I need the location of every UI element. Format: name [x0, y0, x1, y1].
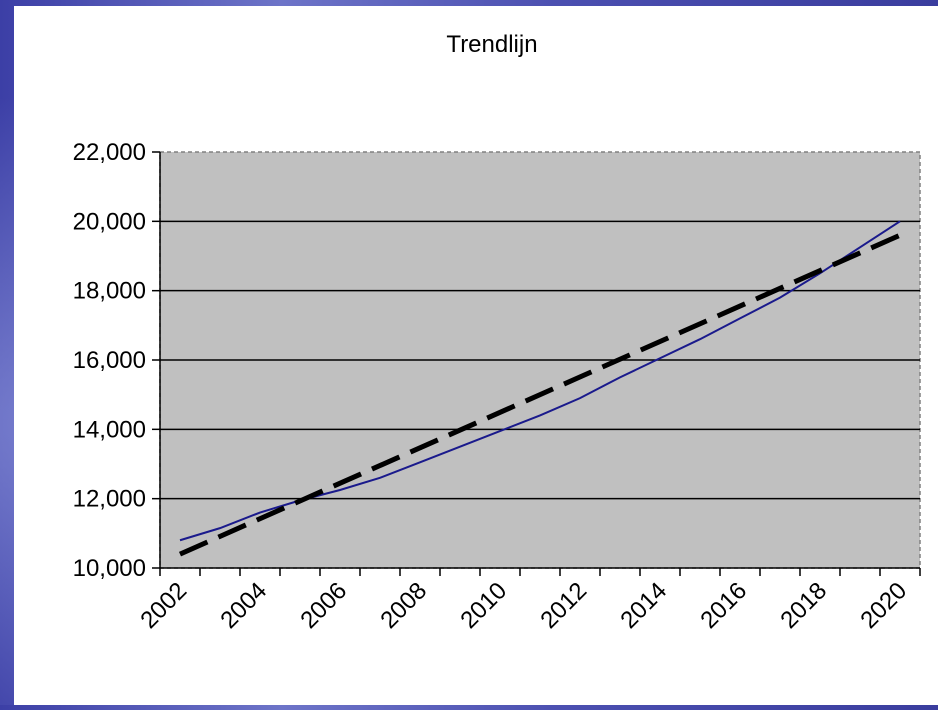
x-tick-label: 2010 [455, 577, 512, 634]
x-tick-label: 2016 [695, 577, 752, 634]
x-tick-label: 2004 [215, 577, 272, 634]
x-tick-label: 2018 [775, 577, 832, 634]
x-tick-label: 2012 [535, 577, 592, 634]
y-tick-label: 16,000 [73, 347, 146, 374]
x-tick-label: 2020 [855, 577, 912, 634]
x-tick-label: 2008 [375, 577, 432, 634]
x-tick-label: 2014 [615, 577, 672, 634]
trend-line [178, 232, 902, 557]
y-tick-label: 20,000 [73, 208, 146, 235]
y-tick-label: 18,000 [73, 278, 146, 305]
chart-panel: Trendlijn 10,000 12,000 14,000 16,000 18,000… [14, 6, 938, 705]
y-tick-label: 10,000 [73, 555, 146, 582]
x-tick-label: 2002 [135, 577, 192, 634]
y-tick-label: 22,000 [73, 139, 146, 166]
y-tick-label: 14,000 [73, 416, 146, 443]
line-chart: Trendlijn 10,000 12,000 14,000 16,000 18,000… [73, 31, 921, 634]
x-tick-label: 2006 [295, 577, 352, 634]
y-tick-label: 12,000 [73, 486, 146, 513]
chart-title: Trendlijn [446, 31, 537, 58]
